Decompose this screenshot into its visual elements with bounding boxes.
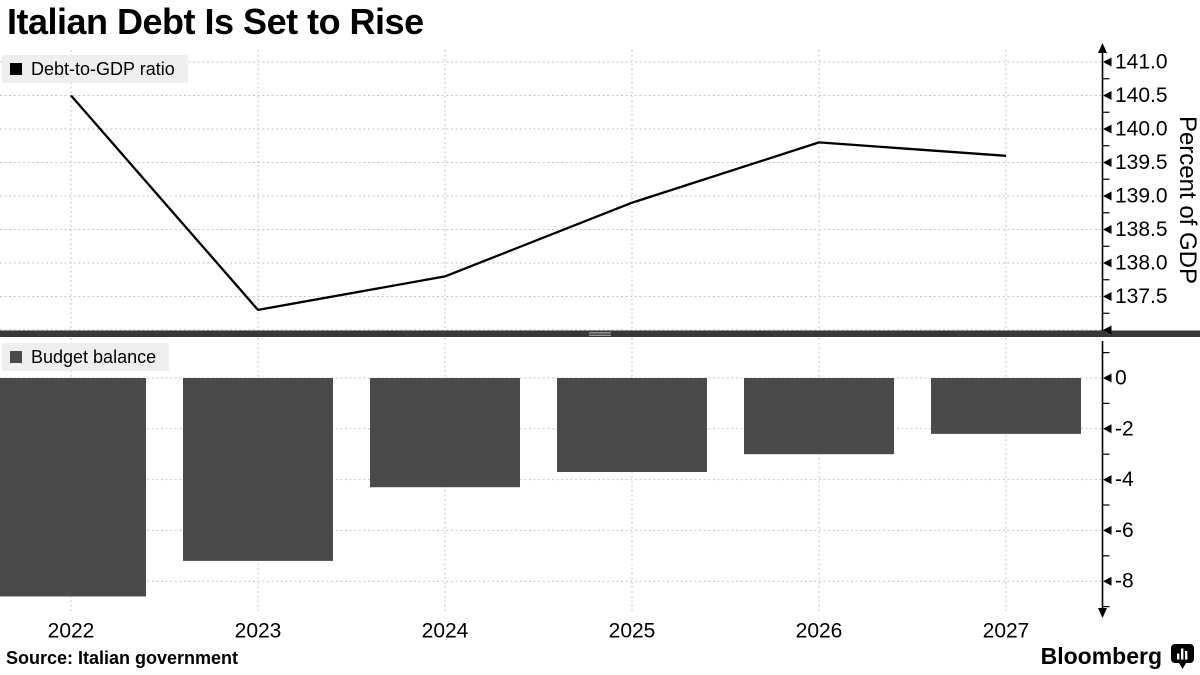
major-tick-arrow xyxy=(1103,526,1112,535)
major-tick-arrow xyxy=(1103,259,1112,268)
axis-arrow-down xyxy=(1098,608,1107,618)
y-tick-label-top: 138.0 xyxy=(1115,252,1168,275)
source-note: Source: Italian government xyxy=(6,648,238,669)
debt-to-gdp-line xyxy=(71,96,1006,310)
major-tick-arrow xyxy=(1103,91,1112,100)
y-tick-label-bottom: 0 xyxy=(1115,367,1127,390)
y-tick-label-bottom: -6 xyxy=(1115,519,1134,542)
major-tick-arrow xyxy=(1103,225,1112,234)
major-tick-arrow xyxy=(1103,374,1112,383)
legend-swatch-bar xyxy=(10,351,22,363)
y-tick-label-bottom: -8 xyxy=(1115,570,1134,593)
bar-2026 xyxy=(744,378,894,454)
y-tick-label-top: 139.5 xyxy=(1115,151,1168,174)
y-tick-label-top: 140.5 xyxy=(1115,84,1168,107)
x-label-2026: 2026 xyxy=(796,620,843,643)
major-tick-arrow xyxy=(1103,292,1112,301)
major-tick-arrow xyxy=(1103,192,1112,201)
dual-panel-chart: 141.0 140.5 140.0 139.5 139.0 138.5 138.0 137.5… xyxy=(0,0,1200,675)
y-tick-label-bottom: -2 xyxy=(1115,417,1134,440)
bar-2025 xyxy=(557,378,707,472)
bar-2027 xyxy=(931,378,1081,434)
chart-title: Italian Debt Is Set to Rise xyxy=(7,1,424,43)
x-label-2022: 2022 xyxy=(48,620,95,643)
bloomberg-chart-page: 141.0 140.5 140.0 139.5 139.0 138.5 138.0 137.5… xyxy=(0,0,1200,675)
legend-swatch-line xyxy=(10,63,22,75)
axis-arrow-up xyxy=(1098,43,1107,53)
major-tick-arrow xyxy=(1103,577,1112,586)
y-tick-label-bottom: -4 xyxy=(1115,468,1134,491)
y-tick-label-top: 138.5 xyxy=(1115,218,1168,241)
y-tick-label-top: 140.0 xyxy=(1115,118,1168,141)
x-label-2027: 2027 xyxy=(983,620,1030,643)
major-tick-arrow xyxy=(1103,125,1112,134)
y-tick-label-top: 137.5 xyxy=(1115,285,1168,308)
legend-label-budget-balance: Budget balance xyxy=(31,348,156,366)
legend-budget-balance: Budget balance xyxy=(2,343,169,371)
y-tick-label-top: 141.0 xyxy=(1115,51,1168,74)
bloomberg-logo: Bloomberg xyxy=(1041,643,1195,670)
major-tick-arrow xyxy=(1103,58,1112,67)
major-tick-arrow xyxy=(1103,158,1112,167)
x-label-2023: 2023 xyxy=(235,620,282,643)
y-axis-title: Percent of GDP xyxy=(1174,116,1200,284)
bar-2024 xyxy=(370,378,520,487)
x-label-2024: 2024 xyxy=(422,620,469,643)
bar-2023 xyxy=(183,378,333,561)
major-tick-arrow xyxy=(1103,475,1112,484)
major-tick-arrow xyxy=(1103,424,1112,433)
bar-2022 xyxy=(0,378,146,596)
y-tick-label-top: 139.0 xyxy=(1115,185,1168,208)
legend-debt-to-gdp: Debt-to-GDP ratio xyxy=(2,55,188,83)
bar-chart-bubble-icon xyxy=(1170,643,1195,670)
legend-label-debt-to-gdp: Debt-to-GDP ratio xyxy=(31,60,175,78)
x-label-2025: 2025 xyxy=(609,620,656,643)
bloomberg-wordmark: Bloomberg xyxy=(1041,643,1162,670)
